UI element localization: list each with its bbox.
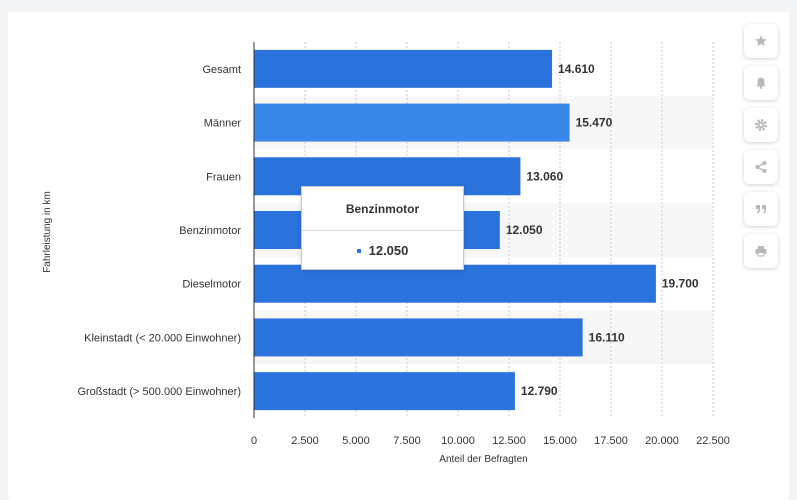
notification-bell-button[interactable] bbox=[744, 66, 778, 100]
x-tick-label: 0 bbox=[251, 435, 257, 447]
cite-quote-button[interactable] bbox=[744, 192, 778, 226]
quote-icon bbox=[754, 202, 768, 216]
x-tick-label: 22.500 bbox=[696, 435, 730, 447]
gear-icon bbox=[754, 118, 768, 132]
x-tick-label: 17.500 bbox=[594, 435, 628, 447]
bar[interactable] bbox=[254, 103, 570, 142]
bell-icon bbox=[754, 76, 768, 90]
star-icon bbox=[754, 34, 768, 48]
x-tick-label: 2.500 bbox=[291, 435, 319, 447]
bar-value-label: 16.110 bbox=[589, 330, 625, 344]
category-label: Benzinmotor bbox=[179, 225, 241, 237]
x-axis-title: Anteil der Befragten bbox=[439, 454, 527, 465]
bar[interactable] bbox=[254, 49, 553, 88]
share-button[interactable] bbox=[744, 150, 778, 184]
y-axis-title: Fahrleistung in km bbox=[42, 191, 53, 273]
bar-value-label: 13.060 bbox=[526, 169, 563, 183]
favorite-star-button[interactable] bbox=[744, 24, 778, 58]
bar-value-label: 12.050 bbox=[506, 223, 543, 237]
x-tick-label: 5.000 bbox=[342, 435, 370, 447]
category-label: Männer bbox=[204, 118, 242, 130]
tooltip-title: Benzinmotor bbox=[302, 187, 463, 231]
x-tick-label: 7.500 bbox=[393, 435, 421, 447]
tooltip-value: 12.050 bbox=[368, 243, 409, 258]
settings-gear-button[interactable] bbox=[744, 108, 778, 142]
x-tick-label: 12.500 bbox=[492, 435, 526, 447]
category-label: Großstadt (> 500.000 Einwohner) bbox=[77, 386, 241, 398]
category-label: Dieselmotor bbox=[182, 279, 241, 291]
category-label: Frauen bbox=[206, 171, 241, 183]
tooltip-value-row: 12.050 bbox=[302, 231, 463, 270]
share-icon bbox=[754, 160, 768, 174]
bar[interactable] bbox=[254, 318, 583, 357]
category-label: Gesamt bbox=[202, 64, 241, 76]
data-tooltip: Benzinmotor 12.050 bbox=[301, 186, 464, 270]
printer-icon bbox=[754, 244, 768, 258]
bar-value-label: 15.470 bbox=[576, 116, 613, 130]
bar[interactable] bbox=[254, 264, 656, 303]
print-button[interactable] bbox=[744, 234, 778, 268]
bar-value-label: 14.610 bbox=[558, 62, 595, 76]
bar[interactable] bbox=[254, 372, 515, 411]
bar-value-label: 19.700 bbox=[662, 277, 699, 291]
x-tick-label: 20.000 bbox=[645, 435, 679, 447]
x-tick-label: 10.000 bbox=[441, 435, 475, 447]
category-label: Kleinstadt (< 20.000 Einwohner) bbox=[84, 332, 241, 344]
x-tick-label: 15.000 bbox=[543, 435, 577, 447]
tooltip-series-marker bbox=[356, 248, 361, 253]
bar-value-label: 12.790 bbox=[521, 384, 558, 398]
